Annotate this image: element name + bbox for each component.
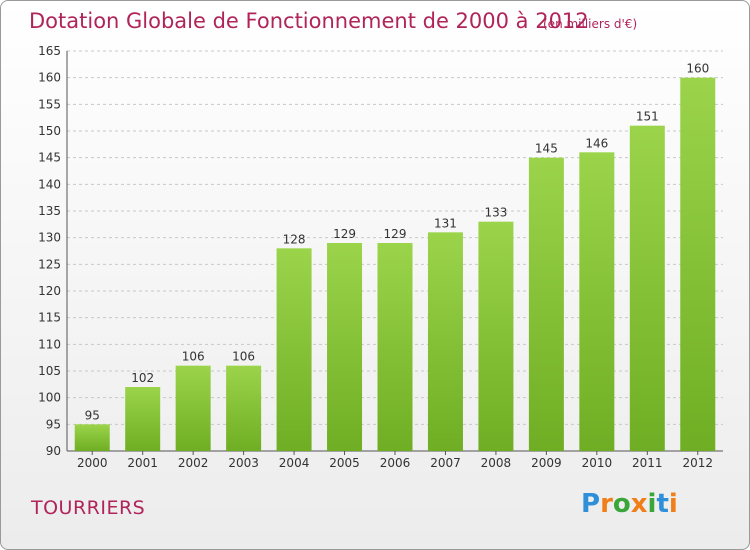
- bar-2008: [478, 221, 514, 451]
- data-label: 160: [686, 62, 709, 76]
- logo-letter: r: [600, 489, 613, 519]
- x-tick-label: 2011: [632, 456, 663, 470]
- x-tick-label: 2002: [178, 456, 209, 470]
- commune-name: TOURRIERS: [31, 497, 146, 519]
- bar-2005: [327, 243, 363, 451]
- x-tick-label: 2012: [682, 456, 713, 470]
- bar-2000: [74, 424, 110, 451]
- chart-subtitle: (en milliers d'€): [543, 17, 638, 31]
- x-tick-label: 2010: [582, 456, 613, 470]
- logo-letter: x: [630, 489, 648, 519]
- y-tick-label: 150: [38, 124, 61, 138]
- y-tick-label: 140: [38, 177, 61, 191]
- bar-2010: [579, 152, 615, 452]
- logo-letter: P: [581, 489, 601, 519]
- bar-2007: [427, 232, 463, 451]
- y-tick-label: 160: [38, 71, 61, 85]
- y-tick-label: 155: [38, 97, 61, 111]
- y-tick-label: 90: [46, 444, 61, 458]
- data-label: 129: [333, 227, 356, 241]
- bar-2002: [175, 365, 211, 451]
- logo-letter: t: [656, 489, 669, 519]
- x-tick-label: 2001: [127, 456, 158, 470]
- x-tick-label: 2005: [329, 456, 360, 470]
- x-tick-label: 2006: [380, 456, 411, 470]
- logo-letter: i: [668, 489, 678, 519]
- proxiti-logo: Proxiti: [581, 489, 678, 519]
- logo-letter: o: [612, 489, 631, 519]
- data-label: 146: [585, 136, 608, 150]
- data-label: 106: [232, 350, 255, 364]
- x-tick-label: 2000: [77, 456, 108, 470]
- bar-2012: [680, 77, 716, 452]
- bar-2006: [377, 243, 413, 451]
- data-label: 131: [434, 216, 457, 230]
- data-label: 129: [384, 227, 407, 241]
- y-tick-label: 125: [38, 257, 61, 271]
- x-tick-label: 2003: [228, 456, 259, 470]
- y-tick-label: 100: [38, 391, 61, 405]
- y-tick-label: 135: [38, 204, 61, 218]
- data-label: 133: [484, 206, 507, 220]
- x-tick-label: 2008: [481, 456, 512, 470]
- data-label: 145: [535, 142, 558, 156]
- x-tick-label: 2009: [531, 456, 562, 470]
- bar-2009: [528, 157, 564, 451]
- y-tick-label: 120: [38, 284, 61, 298]
- x-tick-label: 2004: [279, 456, 310, 470]
- bar-2011: [629, 125, 665, 452]
- bar-2003: [226, 365, 262, 451]
- data-label: 102: [131, 371, 154, 385]
- data-label: 128: [283, 232, 306, 246]
- logo-letter: i: [647, 489, 657, 519]
- y-tick-label: 105: [38, 364, 61, 378]
- bar-2004: [276, 248, 312, 451]
- data-label: 151: [636, 110, 659, 124]
- chart-title: Dotation Globale de Fonctionnement de 20…: [29, 9, 589, 33]
- x-tick-label: 2007: [430, 456, 461, 470]
- y-tick-label: 95: [46, 417, 61, 431]
- y-tick-label: 110: [38, 337, 61, 351]
- bar-2001: [125, 387, 161, 451]
- data-label: 106: [182, 350, 205, 364]
- y-tick-label: 165: [38, 44, 61, 58]
- y-tick-label: 115: [38, 311, 61, 325]
- y-tick-label: 145: [38, 151, 61, 165]
- data-label: 95: [85, 408, 100, 422]
- y-tick-label: 130: [38, 231, 61, 245]
